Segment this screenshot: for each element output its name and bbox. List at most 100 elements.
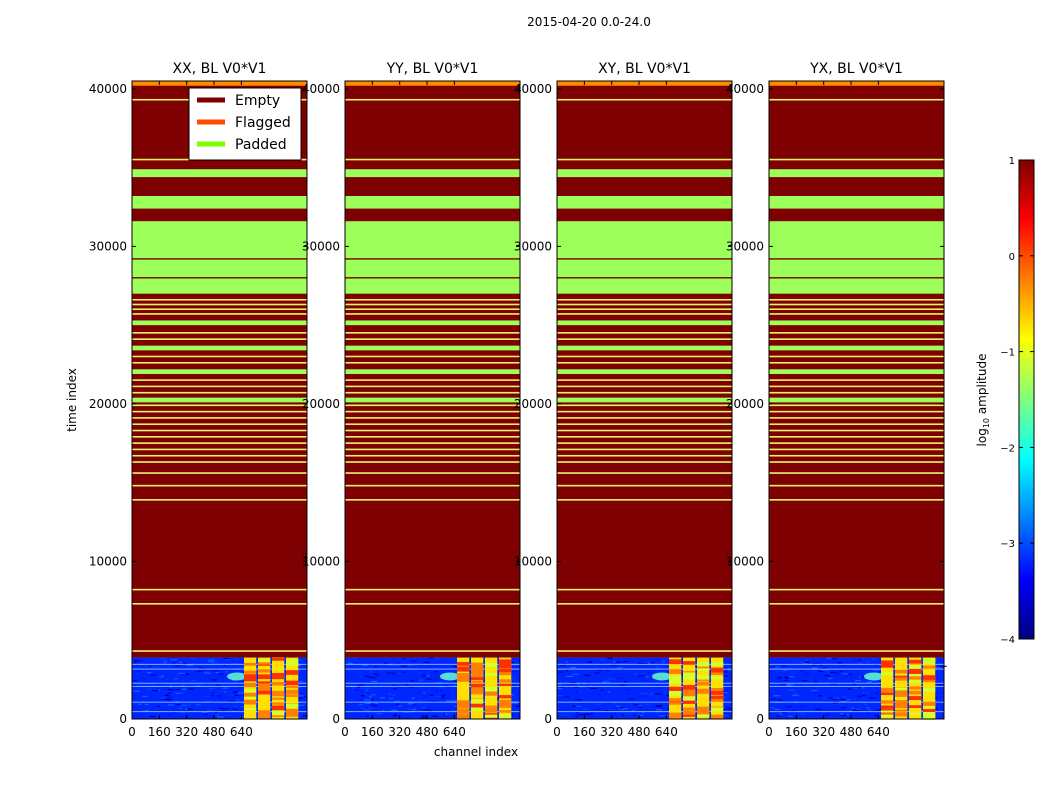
noise-cell [866, 661, 871, 663]
noise-cell [771, 698, 777, 700]
noise-cell [781, 665, 787, 667]
panel-title: XX, BL V0*V1 [173, 61, 267, 77]
padded-stripe [132, 499, 307, 501]
block-cell [697, 675, 710, 680]
padded-stripe [132, 355, 307, 358]
noise-cell [413, 708, 416, 710]
noise-cell [772, 666, 775, 668]
block-cell [286, 703, 299, 707]
padded-stripe [557, 332, 732, 334]
noise-cell [144, 709, 149, 712]
padded-band [769, 369, 944, 375]
y-tick-label: 10000 [726, 554, 764, 568]
padded-stripe [769, 448, 944, 451]
colorbar-tick-label: −2 [1000, 443, 1015, 454]
block-cell [244, 670, 257, 674]
noise-cell [468, 680, 473, 682]
noise-cell [296, 686, 301, 688]
noise-cell [852, 687, 860, 689]
padded-stripe [132, 338, 307, 340]
noise-cell [269, 707, 275, 709]
padded-stripe [557, 423, 732, 426]
block-cell [697, 706, 710, 712]
noise-cell [469, 677, 472, 680]
block-cell [697, 668, 710, 671]
noise-cell [513, 679, 517, 682]
noise-cell [453, 705, 460, 707]
block-cell [909, 696, 922, 701]
padded-stripe [345, 436, 520, 438]
noise-cell [254, 716, 261, 718]
noise-cell [170, 672, 176, 674]
noise-cell [776, 672, 779, 674]
noise-cell [841, 696, 848, 698]
noise-cell [662, 661, 665, 663]
noise-cell [512, 670, 518, 673]
noise-cell [421, 716, 428, 719]
noise-cell [794, 692, 798, 694]
noise-cell [421, 674, 428, 677]
noise-cell [937, 712, 944, 714]
padded-stripe [557, 158, 732, 161]
data-line [132, 701, 307, 703]
block-cell [457, 708, 470, 714]
block-cell [895, 692, 908, 697]
x-tick-label: 480 [628, 725, 651, 739]
noise-cell [141, 709, 145, 712]
noise-cell [818, 695, 823, 697]
data-line [557, 682, 732, 684]
noise-cell [577, 683, 581, 685]
noise-cell [181, 688, 187, 690]
data-line [769, 663, 944, 665]
noise-cell [792, 710, 797, 712]
block-cell [457, 703, 470, 709]
noise-cell [208, 687, 215, 690]
block-cell [499, 672, 512, 676]
noise-cell [229, 698, 233, 700]
block-cell [244, 674, 257, 680]
x-tick-label: 320 [175, 725, 198, 739]
noise-cell [626, 661, 632, 663]
noise-cell [369, 677, 376, 679]
data-line [769, 682, 944, 684]
padded-stripe [769, 436, 944, 438]
block-cell [923, 657, 936, 663]
block-cell [286, 685, 299, 689]
noise-cell [360, 683, 365, 686]
noise-cell [785, 677, 789, 679]
noise-cell [723, 690, 729, 692]
block-cell [909, 679, 922, 683]
x-axis-label: channel index [434, 745, 518, 759]
block-cell [457, 700, 470, 705]
noise-cell [616, 667, 623, 669]
x-tick-label: 640 [655, 725, 678, 739]
block-cell [697, 714, 710, 718]
noise-cell [727, 669, 731, 671]
noise-cell [872, 669, 880, 671]
noise-cell [777, 699, 783, 701]
noise-cell [599, 659, 605, 661]
empty-stripe [769, 258, 944, 260]
noise-cell [566, 675, 574, 678]
block-cell [669, 669, 682, 674]
noise-cell [892, 710, 897, 712]
x-tick-label: 640 [230, 725, 253, 739]
block-cell [683, 695, 696, 701]
noise-cell [632, 710, 635, 712]
padded-band [345, 397, 520, 403]
noise-cell [874, 715, 880, 717]
noise-cell [607, 709, 613, 711]
noise-cell [163, 662, 167, 664]
noise-cell [400, 671, 408, 673]
noise-cell [783, 676, 788, 678]
data-line [557, 668, 732, 670]
noise-cell [142, 676, 148, 679]
block-cell [286, 694, 299, 697]
noise-cell [680, 663, 685, 665]
noise-cell [787, 704, 790, 706]
noise-cell [564, 662, 570, 664]
padded-stripe [132, 484, 307, 487]
data-line [345, 663, 520, 665]
noise-cell [375, 674, 379, 676]
noise-cell [428, 657, 434, 659]
